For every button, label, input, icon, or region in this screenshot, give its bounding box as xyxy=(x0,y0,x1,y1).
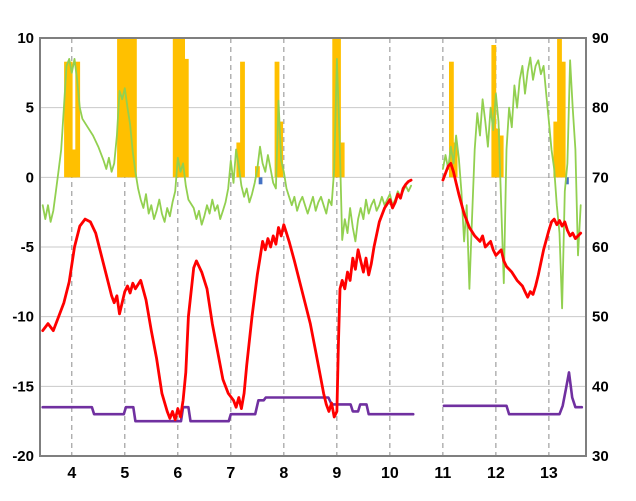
svg-text:5: 5 xyxy=(120,465,129,482)
svg-text:11: 11 xyxy=(434,465,451,482)
svg-text:50: 50 xyxy=(592,309,609,326)
svg-text:60: 60 xyxy=(592,239,609,256)
svg-text:10: 10 xyxy=(381,465,399,482)
svg-text:-10: -10 xyxy=(12,309,34,326)
svg-text:-20: -20 xyxy=(12,448,34,465)
svg-text:30: 30 xyxy=(592,448,609,465)
svg-text:8: 8 xyxy=(279,465,288,482)
svg-text:5: 5 xyxy=(26,100,34,117)
svg-text:80: 80 xyxy=(592,100,609,117)
svg-text:7: 7 xyxy=(226,465,235,482)
svg-text:9: 9 xyxy=(332,465,341,482)
svg-text:12: 12 xyxy=(487,465,505,482)
svg-text:0: 0 xyxy=(26,169,34,186)
svg-text:40: 40 xyxy=(592,378,609,395)
svg-text:6: 6 xyxy=(173,465,182,482)
svg-text:-5: -5 xyxy=(21,239,34,256)
svg-text:13: 13 xyxy=(540,465,558,482)
svg-text:10: 10 xyxy=(17,30,34,47)
svg-text:70: 70 xyxy=(592,169,609,186)
svg-text:4: 4 xyxy=(67,465,76,482)
svg-text:-15: -15 xyxy=(12,378,34,395)
svg-text:90: 90 xyxy=(592,30,609,47)
